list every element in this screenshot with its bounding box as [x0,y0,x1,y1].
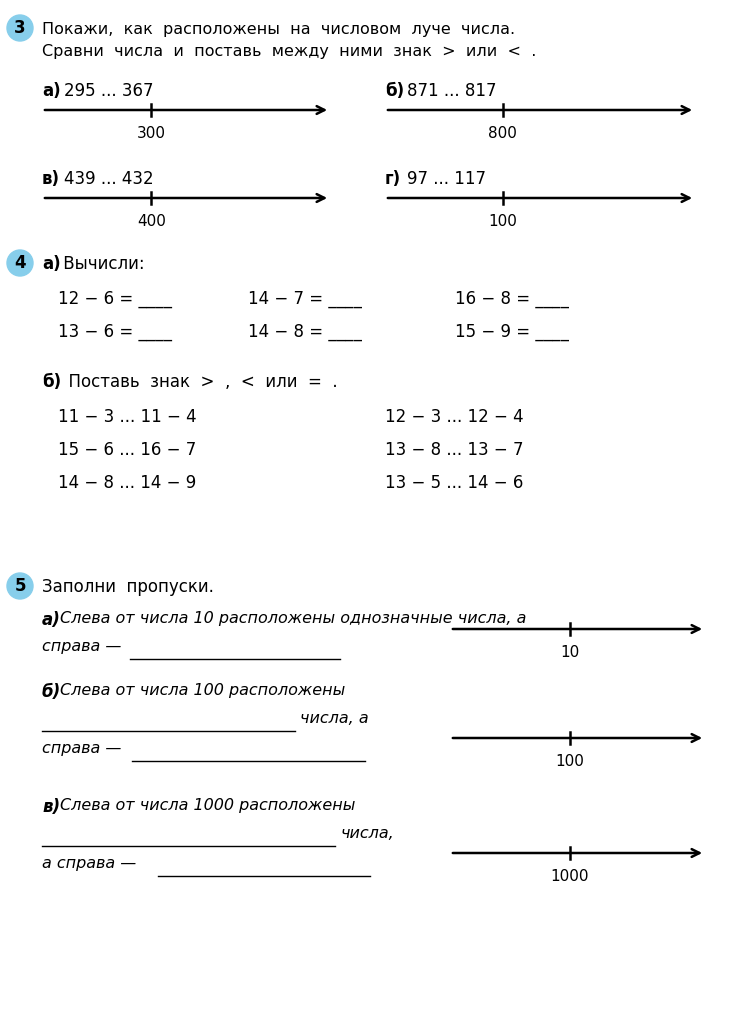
Text: 12 − 6 = ____: 12 − 6 = ____ [58,290,172,308]
Text: 15 − 9 = ____: 15 − 9 = ____ [455,323,569,341]
Text: Сравни  числа  и  поставь  между  ними  знак  >  или  <  .: Сравни числа и поставь между ними знак >… [42,44,537,59]
Text: а): а) [42,82,61,100]
Text: Поставь  знак  >  ,  <  или  =  .: Поставь знак > , < или = . [58,373,337,391]
Text: б): б) [42,683,61,701]
Text: Слева от числа 10 расположены однозначные числа, а: Слева от числа 10 расположены однозначны… [60,611,526,626]
Text: а): а) [42,611,61,629]
Text: числа, а: числа, а [300,711,369,726]
Text: 13 − 5 ... 14 − 6: 13 − 5 ... 14 − 6 [385,474,523,492]
Text: 3: 3 [14,19,26,37]
Text: 12 − 3 ... 12 − 4: 12 − 3 ... 12 − 4 [385,408,523,426]
Text: 300: 300 [137,126,166,141]
Text: г): г) [385,170,401,188]
Text: 15 − 6 ... 16 − 7: 15 − 6 ... 16 − 7 [58,441,196,459]
Text: 13 − 8 ... 13 − 7: 13 − 8 ... 13 − 7 [385,441,523,459]
Text: 800: 800 [488,126,518,141]
Text: 439 ... 432: 439 ... 432 [64,170,154,188]
Text: Слева от числа 100 расположены: Слева от числа 100 расположены [60,683,346,698]
Text: Заполни  пропуски.: Заполни пропуски. [42,578,214,596]
Text: 97 ... 117: 97 ... 117 [407,170,486,188]
Text: а справа —: а справа — [42,856,136,871]
Text: в): в) [42,170,60,188]
Text: 1000: 1000 [550,869,589,884]
Circle shape [7,573,33,599]
Text: 14 − 8 = ____: 14 − 8 = ____ [248,323,362,341]
Text: 100: 100 [488,214,518,229]
Text: 100: 100 [556,754,584,769]
Circle shape [7,250,33,276]
Text: числа,: числа, [340,826,394,841]
Text: 14 − 7 = ____: 14 − 7 = ____ [248,290,362,308]
Text: Вычисли:: Вычисли: [58,255,145,273]
Text: Покажи,  как  расположены  на  числовом  луче  числа.: Покажи, как расположены на числовом луче… [42,22,515,37]
Text: 295 ... 367: 295 ... 367 [64,82,154,100]
Circle shape [7,15,33,41]
Text: 11 − 3 ... 11 − 4: 11 − 3 ... 11 − 4 [58,408,197,426]
Text: 13 − 6 = ____: 13 − 6 = ____ [58,323,172,341]
Text: 400: 400 [137,214,166,229]
Text: 16 − 8 = ____: 16 − 8 = ____ [455,290,569,308]
Text: 5: 5 [14,577,26,595]
Text: 10: 10 [560,645,580,660]
Text: 871 ... 817: 871 ... 817 [407,82,496,100]
Text: 4: 4 [14,254,26,272]
Text: 14 − 8 ... 14 − 9: 14 − 8 ... 14 − 9 [58,474,196,492]
Text: справа —: справа — [42,639,122,654]
Text: Слева от числа 1000 расположены: Слева от числа 1000 расположены [60,798,355,813]
Text: б): б) [42,373,61,391]
Text: а): а) [42,255,61,273]
Text: б): б) [385,82,404,100]
Text: справа —: справа — [42,741,122,756]
Text: в): в) [42,798,60,816]
